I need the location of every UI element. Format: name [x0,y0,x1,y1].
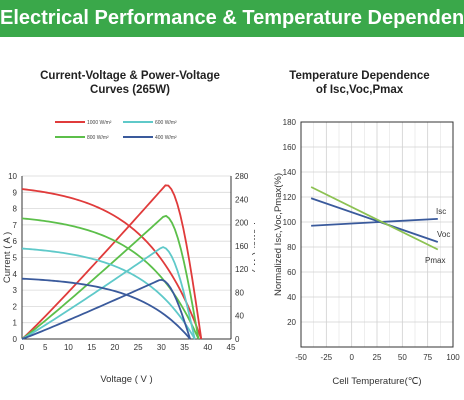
title-banner [0,0,464,37]
iv-chart-panel: Current-Voltage & Power-Voltage Curves (… [0,37,262,400]
iv-curve-2 [21,247,196,340]
iv-y-tick-label: 7 [13,221,18,230]
iv-y2-tick-label: 160 [235,242,249,251]
iv-legend-label: 400 W/m² [155,135,177,141]
temp-x-tick-label: 75 [423,353,432,362]
iv-x-tick-label: 10 [64,343,73,352]
iv-y2-tick-label: 40 [235,312,244,321]
temp-series-label-isc: Isc [436,207,446,216]
temp-y-tick-label: 180 [283,118,297,127]
iv-y2-tick-label: 80 [235,288,244,297]
iv-y-tick-label: 10 [8,172,17,181]
iv-x-tick-label: 20 [110,343,119,352]
temperature-chart-panel: Temperature Dependence of Isc,Voc,Pmax -… [255,37,464,400]
temp-x-axis-label: Cell Temperature(℃) [332,376,421,387]
iv-legend-label: 800 W/m² [87,135,109,141]
temp-y-tick-label: 80 [287,243,296,252]
iv-y-tick-label: 9 [13,188,18,197]
temp-y-tick-label: 120 [283,193,297,202]
iv-y-axis-label: Current ( A ) [2,232,13,283]
temp-y-tick-label: 20 [287,318,296,327]
iv-title-line-1: Current-Voltage & Power-Voltage [40,70,220,82]
temp-x-tick-label: -25 [321,353,333,362]
temp-y-axis-label: Normalized Isc,Voc,Pmax(%) [273,173,284,296]
temp-y-tick-label: 100 [283,218,297,227]
iv-x-tick-label: 45 [227,343,236,352]
iv-curve-0 [21,188,203,340]
iv-y-tick-label: 8 [13,205,18,214]
pv-curve-2 [21,246,196,340]
iv-x-axis-label: Voltage ( V ) [100,374,152,385]
iv-title-line-2: Curves (265W) [90,84,170,96]
temp-line-pmax [310,186,439,251]
iv-y2-tick-label: 120 [235,265,249,274]
banner-title: Electrical Performance & Temperature Dep… [0,7,464,29]
temp-line-isc [311,217,438,227]
pv-curve-0 [21,184,203,340]
iv-x-tick-label: 30 [157,343,166,352]
temp-x-tick-label: 0 [349,353,354,362]
temperature-chart-svg: -50 -25 0 25 50 75 100 20 40 60 80 100 120 140 160 180 C… [273,118,460,387]
temp-series-label-pmax: Pmax [425,256,445,265]
temp-y-tick-label: 40 [287,293,296,302]
temp-y-tick-label: 160 [283,143,297,152]
temp-x-tick-label: 100 [446,353,460,362]
iv-y-tick-label: 5 [13,254,18,263]
iv-legend-label: 1000 W/m² [87,120,112,126]
temp-x-tick-label: -50 [295,353,307,362]
iv-y-tick-label: 1 [13,319,18,328]
temp-series-label-voc: Voc [437,230,450,239]
temperature-chart-title: Temperature Dependence of Isc,Voc,Pmax [255,69,464,97]
temp-x-tick-label: 25 [373,353,382,362]
iv-y-tick-label: 3 [13,286,18,295]
iv-y2-tick-label: 280 [235,172,249,181]
iv-legend-label: 600 W/m² [155,120,177,126]
iv-y-tick-label: 0 [13,335,18,344]
temp-line-voc [310,197,439,243]
temp-x-tick-label: 50 [398,353,407,362]
pv-curve-3 [21,278,191,340]
iv-x-tick-label: 40 [203,343,212,352]
iv-x-tick-label: 0 [20,343,25,352]
temp-y-tick-label: 60 [287,268,296,277]
iv-y2-tick-label: 240 [235,195,249,204]
iv-y2-tick-label: 200 [235,219,249,228]
iv-y-tick-label: 6 [13,237,18,246]
iv-y2-tick-label: 0 [235,335,240,344]
temp-plot-frame [300,121,454,348]
iv-x-tick-label: 35 [180,343,189,352]
iv-y-tick-label: 2 [13,302,18,311]
iv-x-tick-label: 5 [43,343,48,352]
temp-title-line-1: Temperature Dependence [289,70,430,82]
iv-y-tick-label: 4 [13,270,18,279]
temp-y-tick-label: 140 [283,168,297,177]
temp-title-line-2: of Isc,Voc,Pmax [315,84,404,96]
iv-chart-title: Current-Voltage & Power-Voltage Curves (… [10,69,250,97]
iv-curve-3 [21,277,191,340]
iv-x-tick-label: 25 [134,343,143,352]
iv-x-tick-label: 15 [87,343,96,352]
